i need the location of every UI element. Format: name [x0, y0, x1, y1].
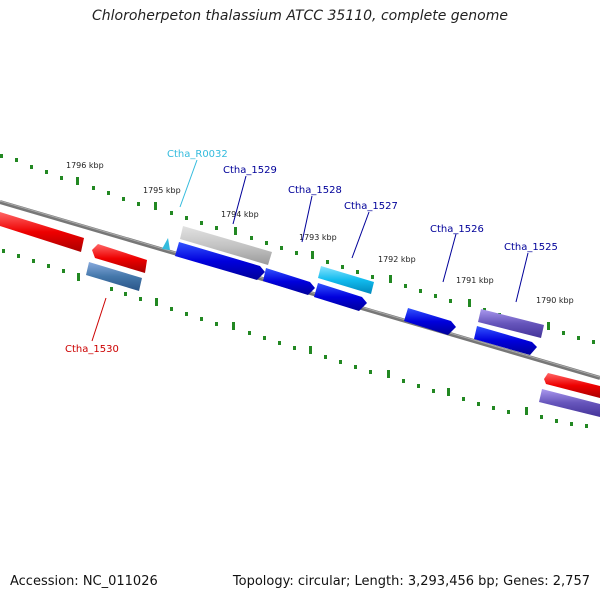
inner-scale [2, 249, 588, 428]
feature-cyan-ctha-1527[interactable] [318, 266, 374, 294]
kbp-label-1794: 1794 kbp [221, 210, 259, 219]
gene-label-ctha-1529[interactable]: Ctha_1529 [223, 165, 277, 176]
leader-ctha-1529 [232, 175, 247, 225]
feature-red-far-right-top[interactable] [544, 373, 600, 398]
map-title: Chloroherpeton thalassium ATCC 35110, co… [92, 8, 508, 24]
leader-ctha-1527 [351, 211, 370, 259]
kbp-label-1795: 1795 kbp [143, 186, 181, 195]
feature-purple-ctha-1525[interactable] [478, 309, 544, 338]
feature-trna-ctha-r0032[interactable] [162, 238, 170, 250]
feature-gray-rrna[interactable] [180, 226, 272, 265]
kbp-label-1791: 1791 kbp [456, 276, 494, 285]
leader-ctha-r0032 [179, 159, 198, 208]
topology-text: Topology: circular; Length: 3,293,456 bp… [232, 574, 590, 589]
feature-blue-ctha-1526[interactable] [404, 308, 456, 335]
gene-label-ctha-r0032[interactable]: Ctha_R0032 [167, 149, 228, 160]
feature-red-left[interactable] [0, 212, 84, 252]
kbp-label-1790: 1790 kbp [536, 296, 574, 305]
feature-purple-far-right[interactable] [539, 389, 600, 417]
kbp-label-1796: 1796 kbp [66, 161, 104, 170]
feature-blue-ctha-1528[interactable] [263, 268, 315, 295]
leader-ctha-1530 [91, 297, 107, 342]
gene-label-ctha-1525[interactable]: Ctha_1525 [504, 242, 558, 253]
accession-text: Accession: NC_011026 [10, 574, 158, 589]
feature-red-small[interactable] [92, 244, 147, 273]
leader-ctha-1525 [515, 252, 529, 303]
feature-blue-ctha-1525b[interactable] [474, 326, 537, 355]
gene-label-ctha-1530[interactable]: Ctha_1530 [65, 344, 119, 355]
leader-ctha-1526 [442, 233, 457, 283]
kbp-label-1793: 1793 kbp [299, 233, 337, 242]
kbp-label-1792: 1792 kbp [378, 255, 416, 264]
gene-label-ctha-1528[interactable]: Ctha_1528 [288, 185, 342, 196]
gene-label-ctha-1526[interactable]: Ctha_1526 [430, 224, 484, 235]
leader-ctha-1528 [301, 195, 313, 243]
feature-steel-ctha-1530[interactable] [86, 262, 142, 291]
feature-blue-ctha-1529[interactable] [175, 242, 265, 280]
gene-label-ctha-1527[interactable]: Ctha_1527 [344, 201, 398, 212]
feature-blue-ctha-1527b[interactable] [314, 283, 367, 311]
